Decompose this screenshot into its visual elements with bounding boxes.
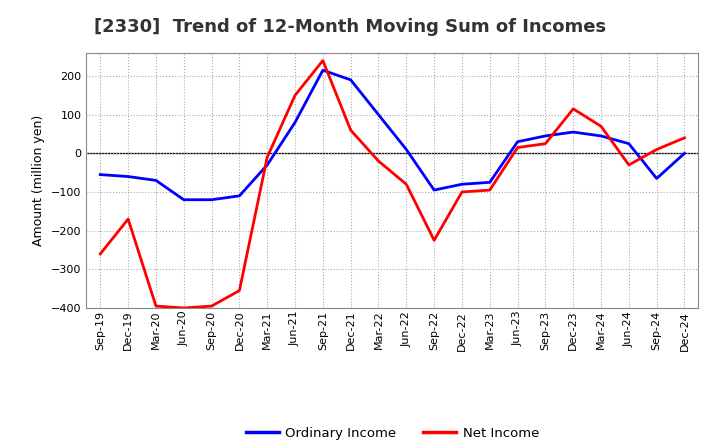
Ordinary Income: [597, 133, 606, 139]
Text: [2330]  Trend of 12-Month Moving Sum of Incomes: [2330] Trend of 12-Month Moving Sum of I…: [94, 18, 606, 36]
Ordinary Income: [152, 178, 161, 183]
Net Income: [513, 145, 522, 150]
Net Income: [96, 251, 104, 257]
Ordinary Income: [402, 147, 410, 152]
Ordinary Income: [124, 174, 132, 179]
Ordinary Income: [207, 197, 216, 202]
Ordinary Income: [263, 162, 271, 168]
Y-axis label: Amount (million yen): Amount (million yen): [32, 115, 45, 246]
Net Income: [430, 238, 438, 243]
Net Income: [624, 162, 633, 168]
Ordinary Income: [179, 197, 188, 202]
Ordinary Income: [96, 172, 104, 177]
Net Income: [402, 182, 410, 187]
Ordinary Income: [680, 150, 689, 156]
Legend: Ordinary Income, Net Income: Ordinary Income, Net Income: [240, 422, 544, 440]
Ordinary Income: [318, 68, 327, 73]
Net Income: [485, 187, 494, 193]
Ordinary Income: [291, 120, 300, 125]
Ordinary Income: [235, 193, 243, 198]
Net Income: [597, 124, 606, 129]
Ordinary Income: [624, 141, 633, 147]
Net Income: [541, 141, 550, 147]
Net Income: [652, 147, 661, 152]
Net Income: [318, 58, 327, 63]
Ordinary Income: [652, 176, 661, 181]
Net Income: [207, 304, 216, 309]
Ordinary Income: [485, 180, 494, 185]
Ordinary Income: [458, 182, 467, 187]
Net Income: [124, 216, 132, 222]
Net Income: [569, 106, 577, 111]
Ordinary Income: [513, 139, 522, 144]
Net Income: [263, 154, 271, 160]
Line: Ordinary Income: Ordinary Income: [100, 70, 685, 200]
Ordinary Income: [346, 77, 355, 83]
Net Income: [152, 304, 161, 309]
Net Income: [374, 158, 383, 164]
Ordinary Income: [569, 129, 577, 135]
Line: Net Income: Net Income: [100, 61, 685, 308]
Ordinary Income: [374, 112, 383, 117]
Net Income: [235, 288, 243, 293]
Net Income: [458, 189, 467, 194]
Ordinary Income: [430, 187, 438, 193]
Ordinary Income: [541, 133, 550, 139]
Net Income: [680, 135, 689, 140]
Net Income: [179, 305, 188, 311]
Net Income: [346, 128, 355, 133]
Net Income: [291, 93, 300, 98]
